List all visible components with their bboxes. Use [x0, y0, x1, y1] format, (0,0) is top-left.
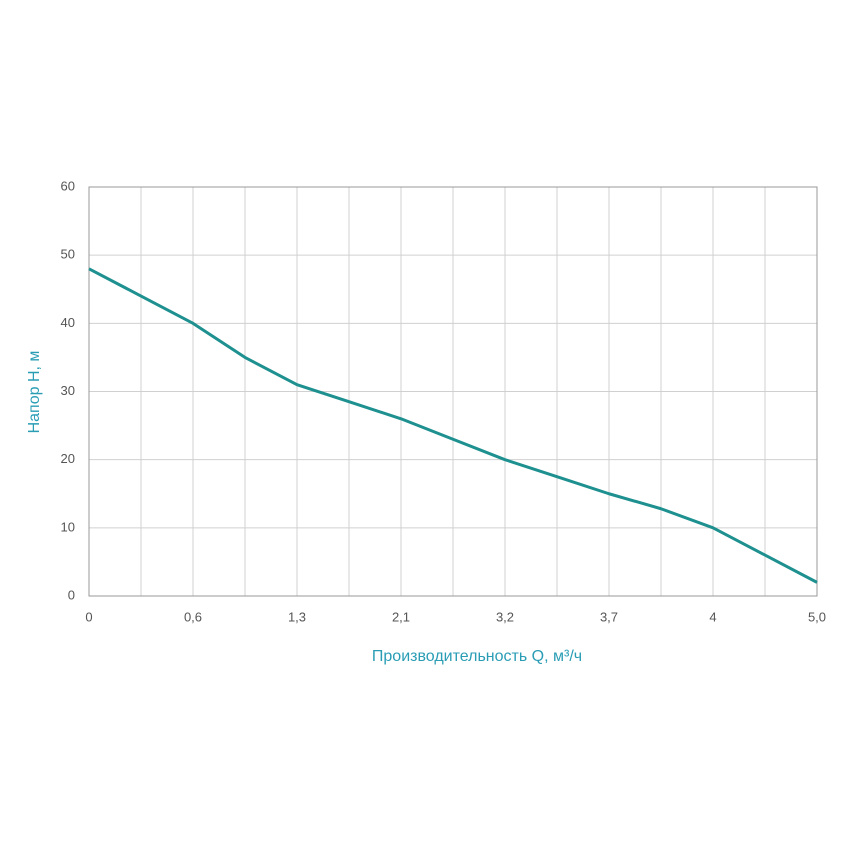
y-tick-label: 60 [61, 178, 75, 193]
y-tick-label: 20 [61, 451, 75, 466]
series-line [88, 267, 818, 584]
x-axis-title: Производительность Q, м³/ч [372, 648, 582, 665]
y-tick-label: 50 [61, 247, 75, 262]
x-tick-label: 0,6 [184, 609, 202, 624]
x-tick-label: 3,7 [600, 609, 618, 624]
x-tick-label: 3,2 [496, 609, 514, 624]
x-tick-label: 2,1 [392, 609, 410, 624]
x-tick-label: 0 [85, 609, 92, 624]
y-axis-title: Напор H, м [26, 351, 43, 434]
y-tick-label: 30 [61, 383, 75, 398]
y-tick-label: 10 [61, 519, 75, 534]
y-tick-label: 0 [68, 587, 75, 602]
x-tick-label: 1,3 [288, 609, 306, 624]
y-tick-label: 40 [61, 315, 75, 330]
x-tick-label: 5,0 [808, 609, 826, 624]
x-tick-label: 4 [709, 609, 716, 624]
plot-frame [88, 186, 818, 597]
